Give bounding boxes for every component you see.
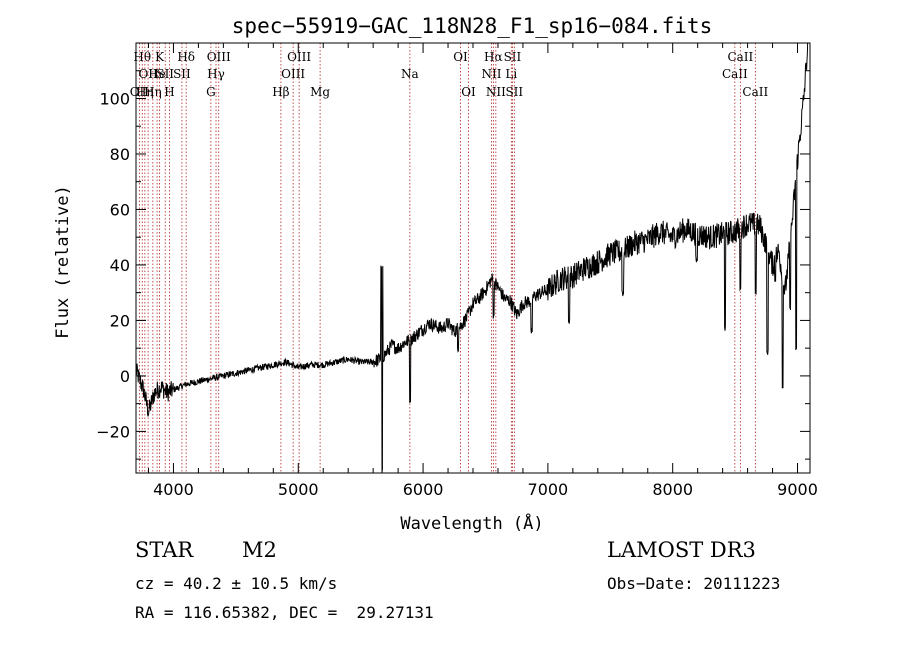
line-label: Na: [401, 67, 419, 81]
line-label: OIII: [281, 67, 305, 81]
y-tick-label: 40: [110, 256, 130, 275]
object-type: STAR: [135, 538, 194, 562]
object-subclass: M2: [242, 538, 277, 562]
line-label: CaII: [727, 50, 753, 64]
y-tick-label: 60: [110, 200, 130, 219]
line-label: SII: [173, 67, 191, 81]
line-label: Hη: [136, 85, 154, 99]
y-axis-label: Flux (relative): [53, 185, 73, 339]
line-label: Hγ: [207, 67, 225, 81]
y-tick-label: −20: [96, 422, 130, 441]
line-label: G: [206, 85, 216, 99]
survey-name: LAMOST DR3: [607, 538, 756, 562]
y-tick-label: 20: [110, 311, 130, 330]
line-label: OIII: [287, 50, 311, 64]
y-tick-label: 80: [110, 145, 130, 164]
observation-date: Obs−Date: 20111223: [607, 574, 781, 593]
line-label: H: [164, 85, 174, 99]
axes: 4000 5000 6000 7000 8000 9000 −20 0 20 40 60 80 100: [96, 42, 818, 499]
x-axis-label: Wavelength (Å): [400, 512, 543, 534]
line-label: Hθ: [133, 50, 151, 64]
line-label: OIII: [207, 50, 231, 64]
line-label: SII: [505, 85, 523, 99]
y-tick-label: 100: [99, 89, 130, 108]
line-label: SII: [504, 50, 522, 64]
y-tick-label: 0: [120, 367, 130, 386]
line-label: CaII: [722, 67, 748, 81]
emission-line-markers: OIIHθHηOIIHηHeKSIIHSIIHδGHγOIIIHβOIIIOII…: [130, 43, 768, 473]
line-label: OI: [461, 85, 476, 99]
ra-dec-coordinates: RA = 116.65382, DEC = 29.27131: [135, 603, 434, 622]
line-label: CaII: [742, 85, 768, 99]
x-tick-label: 5000: [278, 480, 319, 499]
line-label: Mg: [310, 85, 330, 99]
line-label: NII: [481, 67, 501, 81]
line-label: He: [148, 67, 166, 81]
redshift-cz: cz = 40.2 ± 10.5 km/s: [135, 574, 338, 593]
x-tick-label: 8000: [652, 480, 693, 499]
x-tick-label: 9000: [777, 480, 818, 499]
spectrum-line: [136, 43, 809, 473]
plot-frame: [135, 42, 811, 474]
line-label: Hδ: [177, 50, 195, 64]
line-label: SII: [156, 67, 174, 81]
line-label: Li: [505, 67, 517, 81]
line-label: OII: [138, 67, 158, 81]
x-tick-label: 7000: [528, 480, 569, 499]
x-tick-label: 4000: [153, 480, 194, 499]
line-label: K: [155, 50, 165, 64]
line-label: Hα: [484, 50, 503, 64]
line-label: OI: [453, 50, 468, 64]
line-label: OII: [130, 85, 150, 99]
x-tick-label: 6000: [403, 480, 444, 499]
line-label: NII: [486, 85, 506, 99]
chart-title: spec−55919−GAC_118N28_F1_sp16−084.fits: [232, 14, 712, 38]
line-label: Hη: [144, 85, 162, 99]
line-label: Hβ: [272, 85, 289, 99]
